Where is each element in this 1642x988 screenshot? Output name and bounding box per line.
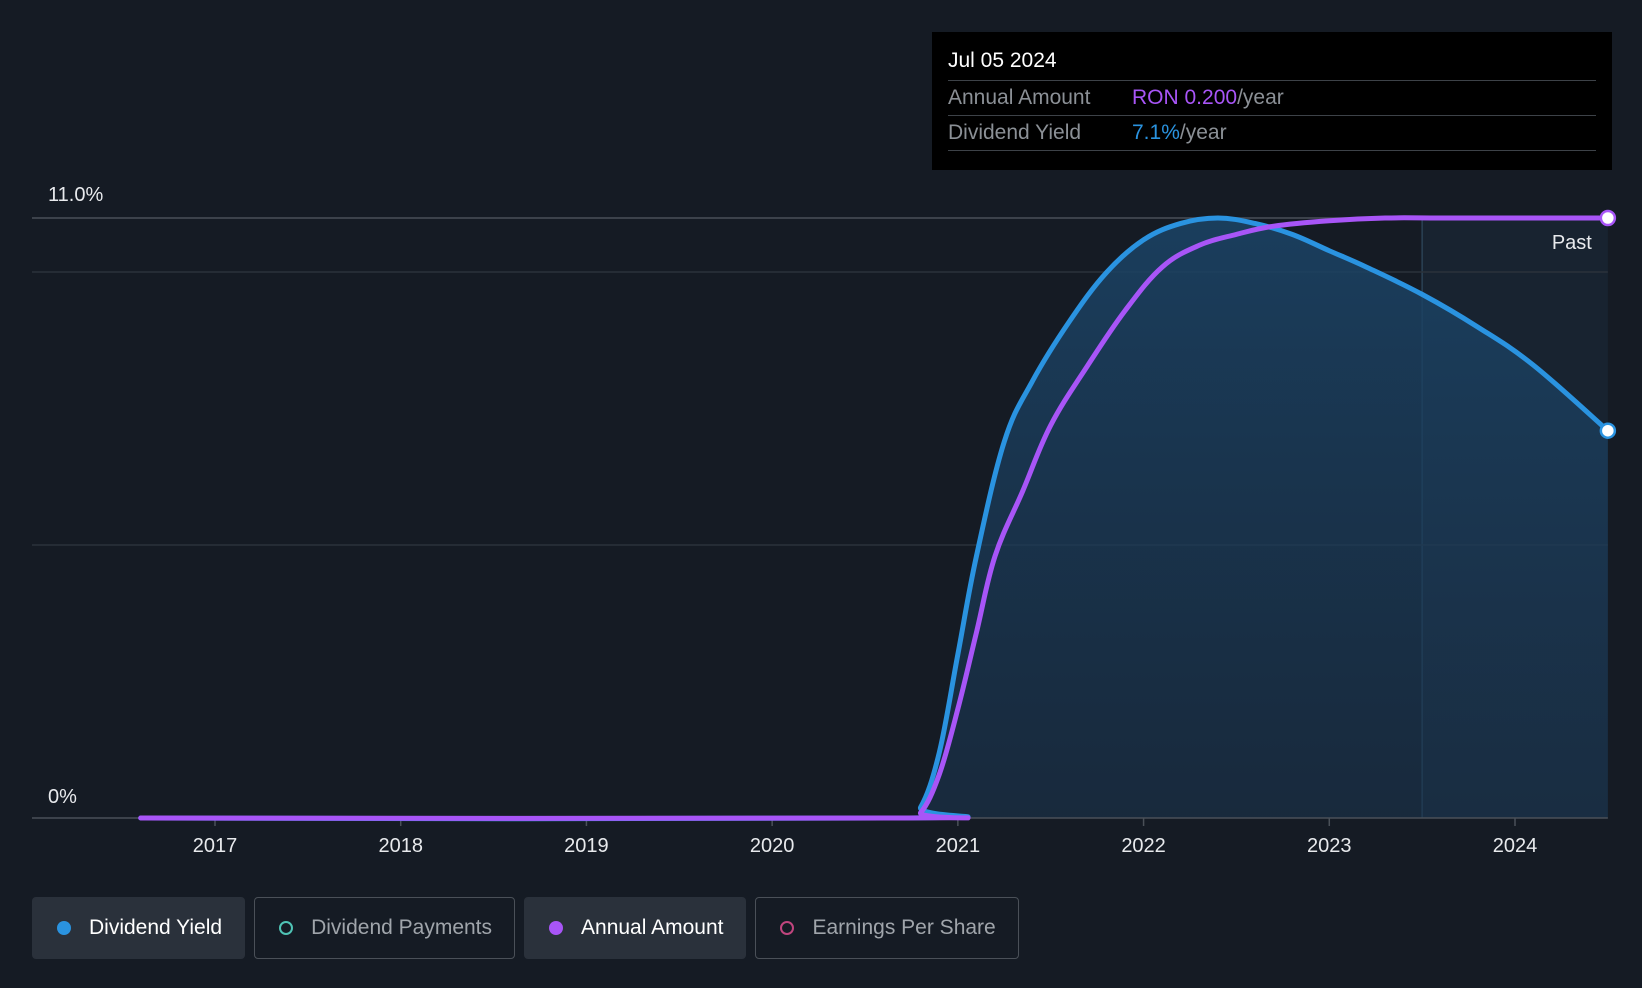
x-tick-label: 2020 [750, 835, 795, 857]
tooltip-row-dividend-yield: Dividend Yield 7.1% /year [948, 115, 1596, 151]
legend-label: Earnings Per Share [812, 916, 996, 939]
x-tick-label: 2023 [1307, 835, 1352, 857]
legend-annual-amount-button[interactable]: Annual Amount [524, 897, 747, 959]
y-axis-min-label: 0% [48, 786, 77, 808]
tooltip-label: Dividend Yield [948, 121, 1082, 144]
x-tick-label: 2021 [936, 835, 981, 857]
x-tick-label: 2022 [1121, 835, 1166, 857]
tooltip-date: Jul 05 2024 [948, 49, 1057, 72]
dividend-yield-end-marker [1599, 422, 1617, 439]
dividend-yield-area [140, 218, 1608, 819]
tooltip: Jul 05 2024 Annual Amount RON 0.200 /yea… [932, 32, 1612, 170]
legend-label: Dividend Yield [89, 916, 223, 939]
x-tick-label: 2019 [564, 835, 609, 857]
y-axis-max-label: 11.0% [48, 184, 103, 206]
ring-dot-icon [780, 921, 795, 935]
tooltip-row-annual-amount: Annual Amount RON 0.200 /year [948, 80, 1596, 115]
legend-label: Annual Amount [581, 916, 724, 939]
tooltip-value: 7.1% [1132, 121, 1180, 144]
legend-dividend-yield-button[interactable]: Dividend Yield [32, 897, 246, 959]
x-tick-label: 2018 [378, 835, 423, 857]
legend: Dividend Yield Dividend Payments Annual … [32, 897, 1019, 959]
tooltip-unit: /year [1237, 86, 1284, 109]
tooltip-value: RON 0.200 [1132, 86, 1238, 109]
filled-dot-icon [549, 921, 564, 935]
legend-dividend-payments-button[interactable]: Dividend Payments [254, 897, 516, 959]
x-axis-ticks: 2017 2018 2019 2020 2021 2022 2023 2024 [193, 818, 1538, 857]
legend-earnings-per-share-button[interactable]: Earnings Per Share [755, 897, 1019, 959]
tooltip-label: Annual Amount [948, 86, 1091, 109]
tooltip-unit: /year [1179, 121, 1227, 144]
legend-label: Dividend Payments [311, 916, 493, 939]
annual-amount-line [138, 215, 1611, 821]
x-tick-label: 2024 [1493, 835, 1538, 857]
ring-dot-icon [279, 921, 294, 935]
x-tick-label: 2017 [193, 835, 238, 857]
filled-dot-icon [57, 921, 71, 935]
annual-amount-end-marker [1599, 209, 1617, 227]
past-region-label: Past [1552, 232, 1592, 254]
